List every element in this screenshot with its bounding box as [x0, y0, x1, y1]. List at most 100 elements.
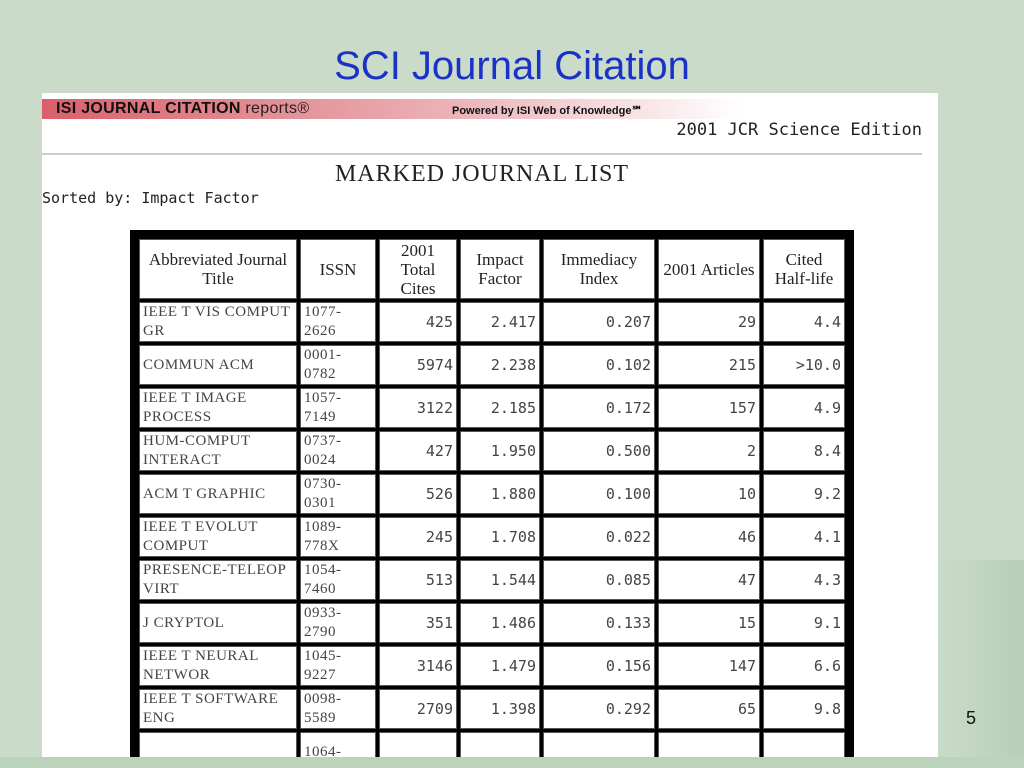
table-cell: [139, 732, 297, 757]
table-cell: 425: [379, 302, 457, 342]
table-cell: 0.207: [543, 302, 655, 342]
table-cell: 1.479: [460, 646, 540, 686]
column-header: 2001 Total Cites: [379, 239, 457, 299]
table-cell: 0933-2790: [300, 603, 376, 643]
table-cell: PRESENCE-TELEOP VIRT: [139, 560, 297, 600]
table-cell: 1.398: [460, 689, 540, 729]
table-cell: 0001-0782: [300, 345, 376, 385]
table-cell: [379, 732, 457, 757]
table-cell: 1064-: [300, 732, 376, 757]
table-cell: IEEE T SOFTWARE ENG: [139, 689, 297, 729]
table-cell: 5974: [379, 345, 457, 385]
table-row: 1064-: [139, 732, 845, 757]
table-cell: [658, 732, 760, 757]
table-cell: 3146: [379, 646, 457, 686]
table-cell: 0.172: [543, 388, 655, 428]
slide-title: SCI Journal Citation: [334, 44, 690, 88]
table-cell: [763, 732, 845, 757]
table-cell: 1.950: [460, 431, 540, 471]
table-row: ACM T GRAPHIC 0730-0301 526 1.880 0.100 10 9.2: [139, 474, 845, 514]
table-cell: 1.544: [460, 560, 540, 600]
table-cell: >10.0: [763, 345, 845, 385]
table-cell: 427: [379, 431, 457, 471]
table-cell: 6.6: [763, 646, 845, 686]
column-header: ISSN: [300, 239, 376, 299]
table-cell: 147: [658, 646, 760, 686]
table-cell: 1.486: [460, 603, 540, 643]
table-cell: 4.3: [763, 560, 845, 600]
table-cell: 0.085: [543, 560, 655, 600]
table-cell: 215: [658, 345, 760, 385]
table-row: J CRYPTOL 0933-2790 351 1.486 0.133 15 9.1: [139, 603, 845, 643]
table-cell: 1077-2626: [300, 302, 376, 342]
table-cell: 2.238: [460, 345, 540, 385]
table-cell: 1.708: [460, 517, 540, 557]
background-decoration-bottom: [0, 757, 1024, 768]
table-cell: 2.185: [460, 388, 540, 428]
table-cell: COMMUN ACM: [139, 345, 297, 385]
table-cell: 0.022: [543, 517, 655, 557]
table-cell: J CRYPTOL: [139, 603, 297, 643]
table-cell: 15: [658, 603, 760, 643]
table-cell: 3122: [379, 388, 457, 428]
table-cell: HUM-COMPUT INTERACT: [139, 431, 297, 471]
table-cell: 0.133: [543, 603, 655, 643]
table-cell: 2: [658, 431, 760, 471]
divider: [42, 153, 922, 155]
table-cell: 513: [379, 560, 457, 600]
table-cell: 29: [658, 302, 760, 342]
table-row: IEEE T IMAGE PROCESS 1057-7149 3122 2.185 0.…: [139, 388, 845, 428]
column-header: Impact Factor: [460, 239, 540, 299]
jcr-screenshot: ISI JOURNAL CITATION reports® Powered by…: [42, 93, 938, 757]
table-cell: [543, 732, 655, 757]
table-cell: 9.1: [763, 603, 845, 643]
sort-label: Sorted by: Impact Factor: [42, 189, 259, 207]
table-cell: IEEE T VIS COMPUT GR: [139, 302, 297, 342]
table-cell: [460, 732, 540, 757]
table-cell: 157: [658, 388, 760, 428]
page-number: 5: [966, 708, 977, 728]
table-cell: 10: [658, 474, 760, 514]
table-cell: 0.102: [543, 345, 655, 385]
table-row: IEEE T VIS COMPUT GR 1077-2626 425 2.417 0.2…: [139, 302, 845, 342]
table-cell: 4.9: [763, 388, 845, 428]
table-cell: 0730-0301: [300, 474, 376, 514]
table-cell: IEEE T NEURAL NETWOR: [139, 646, 297, 686]
table-cell: 1089-778X: [300, 517, 376, 557]
column-header: 2001 Articles: [658, 239, 760, 299]
table-cell: 245: [379, 517, 457, 557]
table-cell: 9.8: [763, 689, 845, 729]
table-cell: 0.100: [543, 474, 655, 514]
list-heading: MARKED JOURNAL LIST: [334, 161, 630, 187]
table-row: PRESENCE-TELEOP VIRT 1054-7460 513 1.544 0.0…: [139, 560, 845, 600]
table-cell: 351: [379, 603, 457, 643]
table-cell: 1045-9227: [300, 646, 376, 686]
powered-by: Powered by ISI Web of Knowledge℠: [452, 105, 643, 117]
table-cell: 0098-5589: [300, 689, 376, 729]
table-cell: IEEE T EVOLUT COMPUT: [139, 517, 297, 557]
journal-table: Abbreviated Journal Title ISSN 2001 Total …: [130, 230, 854, 757]
table-cell: 46: [658, 517, 760, 557]
table-cell: 526: [379, 474, 457, 514]
table-cell: 1054-7460: [300, 560, 376, 600]
jcr-logo: ISI JOURNAL CITATION reports®: [56, 100, 310, 117]
table-cell: 4.1: [763, 517, 845, 557]
table-row: COMMUN ACM 0001-0782 5974 2.238 0.102 215 >10.…: [139, 345, 845, 385]
table-cell: IEEE T IMAGE PROCESS: [139, 388, 297, 428]
table-cell: 2709: [379, 689, 457, 729]
table-cell: 1057-7149: [300, 388, 376, 428]
table-cell: 0.156: [543, 646, 655, 686]
table-cell: 0.292: [543, 689, 655, 729]
column-header: Abbreviated Journal Title: [139, 239, 297, 299]
table-row: IEEE T EVOLUT COMPUT 1089-778X 245 1.708 0.0…: [139, 517, 845, 557]
table-cell: 8.4: [763, 431, 845, 471]
table-cell: ACM T GRAPHIC: [139, 474, 297, 514]
table-cell: 1.880: [460, 474, 540, 514]
table-cell: 65: [658, 689, 760, 729]
edition-label: 2001 JCR Science Edition: [676, 120, 922, 140]
table-row: IEEE T SOFTWARE ENG 0098-5589 2709 1.398 0.2…: [139, 689, 845, 729]
table-row: IEEE T NEURAL NETWOR 1045-9227 3146 1.479 0.…: [139, 646, 845, 686]
column-header: Immediacy Index: [543, 239, 655, 299]
jcr-banner: ISI JOURNAL CITATION reports® Powered by…: [42, 99, 742, 119]
table-cell: 2.417: [460, 302, 540, 342]
